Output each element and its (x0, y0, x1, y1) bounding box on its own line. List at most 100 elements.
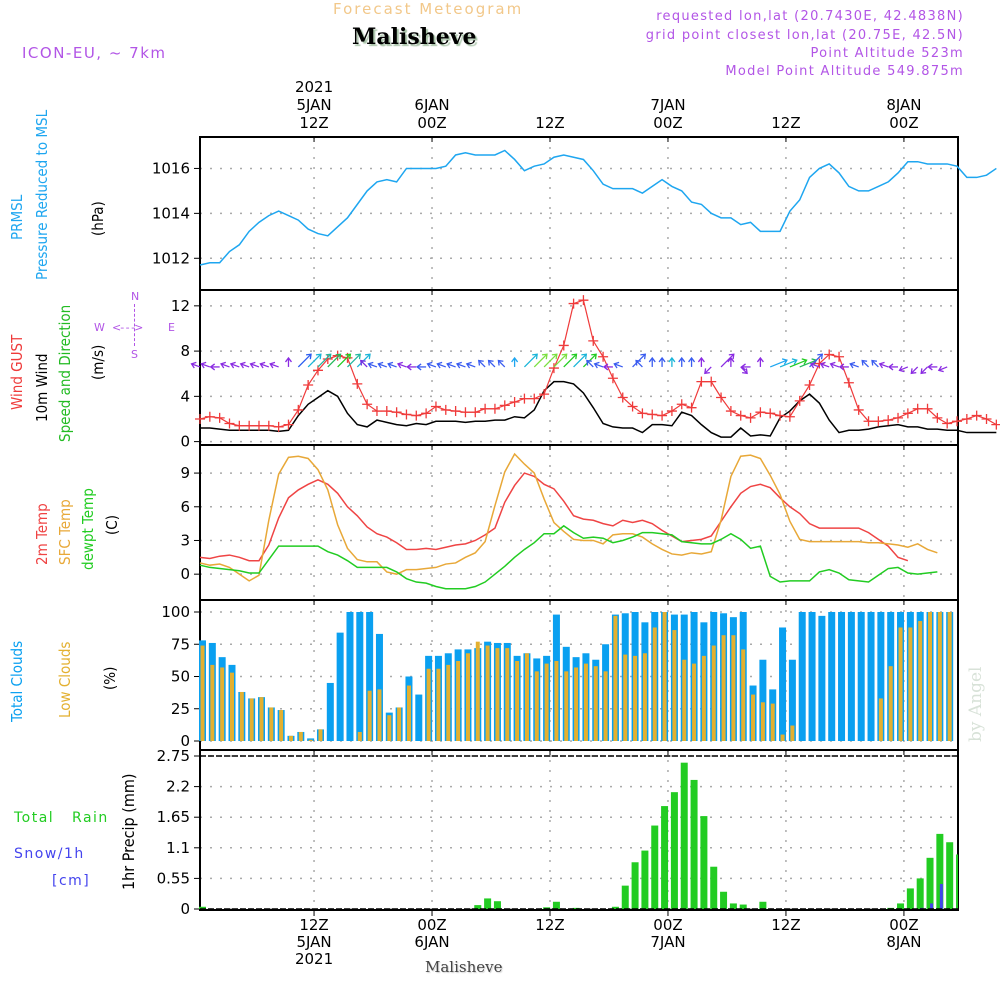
gust-marker (480, 403, 491, 414)
arrow-head (591, 353, 597, 360)
arrow-shaft (779, 359, 797, 368)
bottom-time-label: 12Z (771, 909, 801, 934)
low-cloud-bar (475, 641, 480, 741)
wind-direction-arrow (898, 365, 909, 373)
arrow-shaft (523, 353, 538, 368)
wind-direction-arrow (887, 363, 899, 371)
y-tick-label: 2.75 (157, 747, 190, 765)
gust-marker (775, 410, 786, 421)
gust-marker (214, 412, 225, 423)
top-time-label: 12Z (535, 114, 564, 132)
arrow-shaft (456, 363, 466, 368)
gust-marker (706, 376, 717, 387)
wind-direction-arrow (455, 361, 466, 369)
arrow-head (688, 356, 696, 363)
wind-gust-line (199, 299, 997, 428)
arrow-shaft (269, 363, 279, 368)
y-tick-label: 0 (180, 732, 190, 750)
y-tick-label: 50 (171, 668, 190, 686)
low-cloud-bar (574, 667, 579, 741)
low-cloud-bar (593, 666, 598, 741)
rain-bar (680, 762, 688, 909)
time-label-line: 2021 (295, 78, 333, 96)
low-cloud-bar (888, 666, 893, 741)
watermark: by Angel (966, 666, 986, 743)
rain-bar (484, 898, 492, 909)
gust-marker (332, 350, 343, 361)
arrow-head (668, 356, 676, 363)
gust-marker (529, 393, 540, 404)
low-cloud-bar (780, 734, 785, 741)
low-cloud-bar (928, 612, 933, 741)
low-cloud-bar (200, 645, 205, 741)
wind-direction-arrow (829, 361, 840, 369)
temp-2m-line (199, 472, 909, 562)
gust-marker (716, 392, 727, 403)
low-cloud-bar (583, 663, 588, 741)
arrow-shaft (799, 359, 817, 368)
arrow-shaft (720, 353, 735, 368)
rain-bar (199, 906, 206, 909)
arrow-head (487, 359, 494, 366)
arrow-shaft (307, 353, 322, 368)
wind-direction-arrow (487, 359, 496, 368)
arrow-shaft (497, 360, 506, 368)
wind-direction-arrow (563, 353, 578, 368)
low-cloud-bar (406, 685, 411, 741)
rain-bar (946, 842, 954, 909)
gust-marker (322, 354, 333, 365)
rain-bar (631, 862, 639, 909)
gust-marker (519, 393, 530, 404)
low-cloud-bar (288, 735, 293, 741)
gust-marker (539, 389, 550, 400)
wind-direction-arrow (229, 361, 240, 369)
gust-marker (794, 395, 805, 406)
wind-direction-arrow (465, 361, 476, 369)
wind-direction-arrow (416, 363, 427, 371)
gust-marker (578, 295, 589, 306)
total-cloud-bar (867, 612, 875, 741)
arrow-shaft (427, 363, 437, 368)
total-cloud-bar (798, 612, 806, 741)
arrow-shaft (347, 353, 361, 368)
gust-marker (312, 365, 323, 376)
arrow-head (269, 361, 276, 369)
gust-marker (745, 412, 756, 423)
arrow-head (315, 353, 322, 360)
model-label: ICON-EU, ~ 7km (22, 44, 167, 62)
arrow-head (602, 363, 609, 371)
arrow-head (697, 356, 705, 363)
gust-marker (696, 376, 707, 387)
arrow-shaft (910, 366, 919, 374)
compass-arrows: <- - -> (112, 321, 143, 334)
low-cloud-bar (357, 731, 362, 741)
rain-bar (926, 857, 934, 909)
arrow-head (920, 368, 927, 375)
time-label-line: 12Z (299, 916, 328, 934)
arrow-shaft (920, 366, 928, 374)
arrow-head (727, 356, 735, 363)
low-cloud-bar (279, 710, 284, 741)
low-cloud-bar (397, 707, 402, 741)
gust-marker (598, 351, 609, 362)
wind-direction-arrow (239, 361, 250, 369)
gust-marker (263, 420, 274, 431)
low-cloud-bar (534, 671, 539, 741)
compass-east: E (168, 321, 175, 334)
arrow-head (541, 353, 548, 360)
gust-marker (627, 401, 638, 412)
wind-direction-arrow (593, 361, 604, 369)
arrow-head (426, 361, 433, 369)
arrow-head (561, 353, 568, 360)
arrow-shaft (488, 360, 496, 368)
arrow-shaft (446, 363, 456, 368)
low-cloud-bar (613, 615, 618, 741)
rain-bar (611, 906, 619, 909)
time-label-line: 00Z (417, 114, 446, 132)
rain-bar (543, 907, 551, 909)
rain-bar (729, 903, 737, 909)
